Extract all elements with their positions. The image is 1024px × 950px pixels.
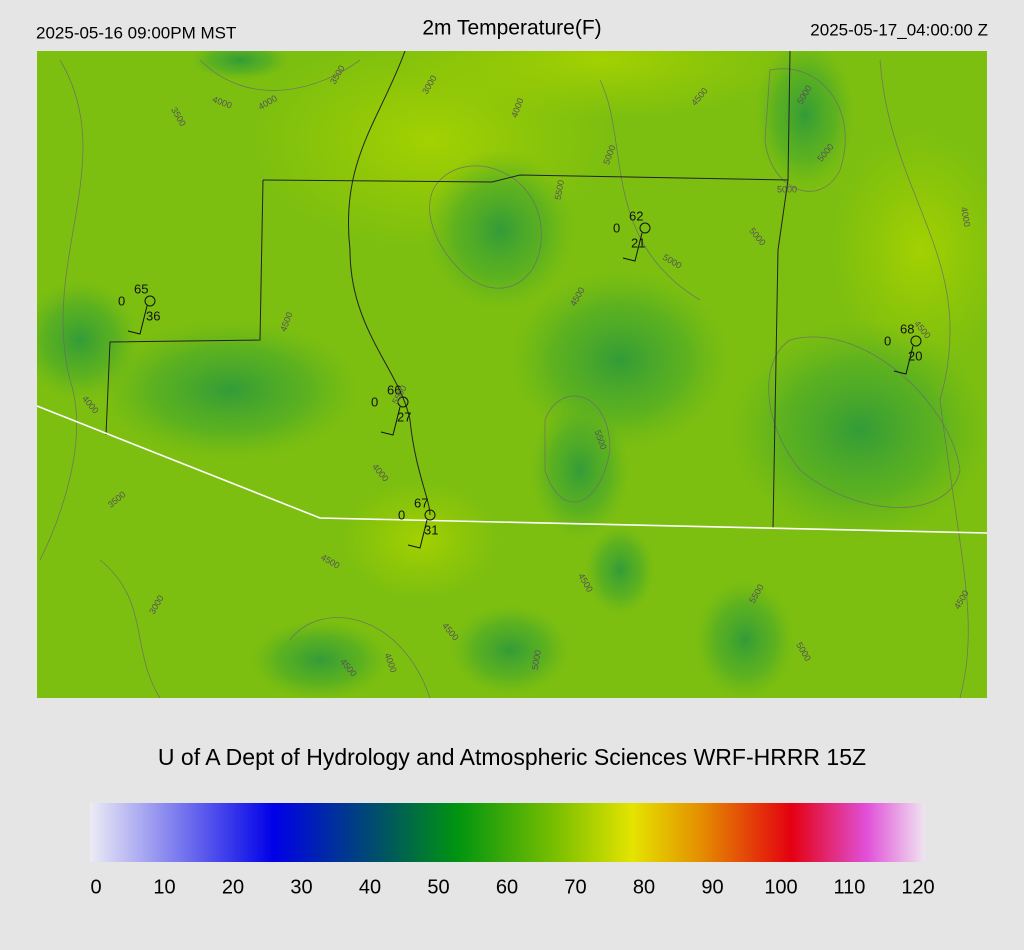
temperature: 62	[629, 208, 643, 223]
colorbar-tick-label: 0	[90, 876, 101, 898]
credit: U of A Dept of Hydrology and Atmospheric…	[158, 744, 866, 770]
colorbar-tick-label: 20	[222, 876, 244, 898]
dewpoint: 21	[631, 235, 645, 250]
station-circle	[424, 509, 436, 521]
colorbar-tick-label: 60	[496, 876, 518, 898]
colorbar-tick-label: 100	[764, 876, 797, 898]
valid-time-local: 2025-05-16 09:00PM MST	[36, 23, 236, 42]
colorbar-tick-label: 70	[564, 876, 586, 898]
wind-barb	[893, 345, 914, 375]
temperature: 65	[134, 281, 148, 296]
colorbar-tick-label: 40	[359, 876, 381, 898]
contour-label: 5000	[530, 649, 543, 670]
station-circle	[397, 396, 409, 408]
wind-speed: 0	[398, 507, 405, 522]
valid-time-utc: 2025-05-17_04:00:00 Z	[810, 20, 988, 39]
wind-barb	[407, 519, 428, 549]
contour-label: 5000	[777, 184, 797, 194]
colorbar-tick-label: 90	[701, 876, 723, 898]
station-circle	[144, 295, 156, 307]
temperature: 67	[414, 495, 428, 510]
contour-label: 4000	[959, 206, 972, 227]
map	[37, 51, 987, 698]
wind-speed: 0	[884, 333, 891, 348]
dewpoint: 27	[397, 409, 411, 424]
wind-speed: 0	[613, 220, 620, 235]
wind-speed: 0	[371, 394, 378, 409]
wind-speed: 0	[118, 293, 125, 308]
wind-barb	[380, 406, 401, 436]
colorbar-tick-label: 120	[901, 876, 934, 898]
colorbar-tick-label: 10	[153, 876, 175, 898]
dewpoint: 31	[424, 522, 438, 537]
wind-barb	[127, 305, 148, 335]
colorbar-tick-label: 30	[290, 876, 312, 898]
colorbar-tick-label: 80	[633, 876, 655, 898]
colorbar-tick-label: 110	[834, 876, 866, 898]
dewpoint: 36	[146, 308, 160, 323]
temperature: 66	[387, 382, 401, 397]
title: 2m Temperature(F)	[422, 17, 601, 40]
colorbar	[90, 803, 925, 862]
temperature: 68	[900, 321, 914, 336]
station-circle	[910, 335, 922, 347]
colorbar-tick-label: 50	[427, 876, 449, 898]
dewpoint: 20	[908, 348, 922, 363]
wind-barb	[622, 232, 643, 262]
contour-label: 5500	[553, 179, 566, 200]
station-circle	[639, 222, 651, 234]
